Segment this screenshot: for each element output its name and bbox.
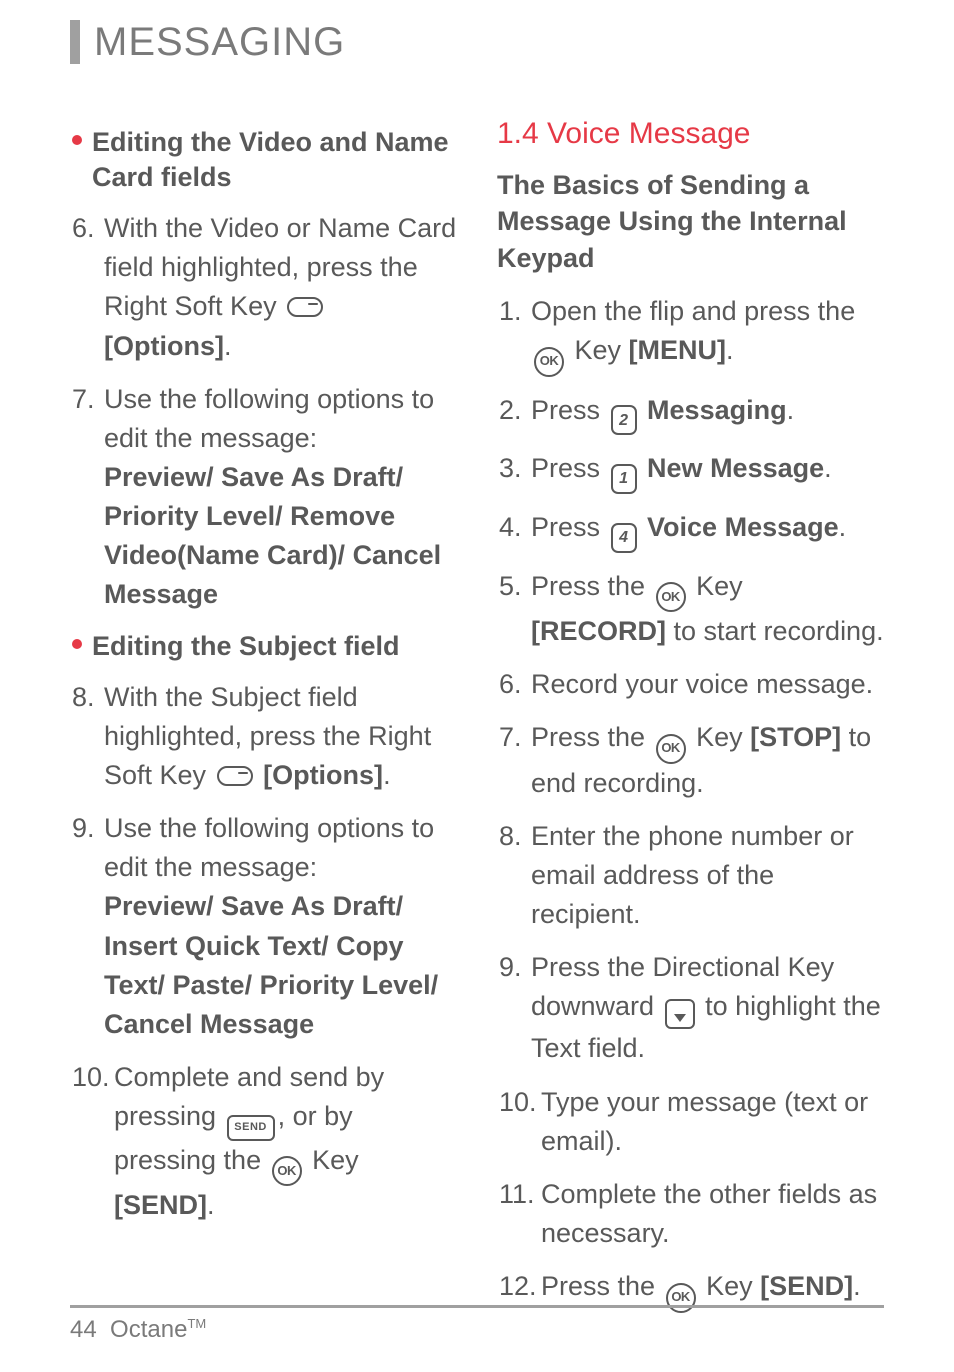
rstep-11: 11. Complete the other fields as necessa… [499, 1175, 884, 1253]
step-body: Press the OK Key [RECORD] to start recor… [531, 567, 884, 652]
step-body: Press 1 New Message. [531, 449, 884, 494]
trademark: TM [187, 1316, 206, 1331]
step-number: 9. [499, 948, 531, 1068]
step-body: Type your message (text or email). [541, 1083, 884, 1161]
bullet-dot-icon [72, 135, 82, 145]
step-body: Open the flip and press the OK Key [MENU… [531, 292, 884, 377]
bullet-text: Editing the Video and Name Card fields [92, 125, 457, 195]
rstep-2: 2. Press 2 Messaging. [499, 391, 884, 436]
ok-key-icon: OK [656, 582, 686, 612]
step-number: 8. [499, 817, 531, 934]
rstep-3: 3. Press 1 New Message. [499, 449, 884, 494]
step-body: Press 4 Voice Message. [531, 508, 884, 553]
bullet-heading-video-name: Editing the Video and Name Card fields [72, 125, 457, 195]
rstep-8: 8. Enter the phone number or email addre… [499, 817, 884, 934]
step-number: 11. [499, 1175, 541, 1253]
page: MESSAGING Editing the Video and Name Car… [0, 0, 954, 1372]
step-10: 10. Complete and send by pressing SEND, … [72, 1058, 457, 1226]
chapter-title: MESSAGING [94, 20, 884, 65]
ok-key-icon: OK [656, 734, 686, 764]
step-8: 8. With the Subject field highlighted, p… [72, 678, 457, 795]
footer-text: 44 OctaneTM [70, 1316, 206, 1344]
step-6: 6. With the Video or Name Card field hig… [72, 209, 457, 366]
footer-rule [70, 1305, 884, 1308]
step-9: 9. Use the following options to edit the… [72, 809, 457, 1044]
left-column: Editing the Video and Name Card fields 6… [70, 117, 457, 1327]
keypad-1-icon: 1 [611, 464, 637, 494]
rstep-6: 6. Record your voice message. [499, 665, 884, 704]
right-soft-key-icon [217, 766, 253, 786]
step-number: 1. [499, 292, 531, 377]
step-7: 7. Use the following options to edit the… [72, 380, 457, 615]
step-number: 6. [499, 665, 531, 704]
step-body: Use the following options to edit the me… [104, 809, 457, 1044]
step-body: Press the OK Key [STOP] to end recording… [531, 718, 884, 803]
section-heading: 1.4 Voice Message [497, 117, 884, 151]
step-number: 4. [499, 508, 531, 553]
section-subheading: The Basics of Sending a Message Using th… [497, 167, 884, 276]
right-soft-key-icon [287, 297, 323, 317]
ok-key-icon: OK [534, 347, 564, 377]
step-number: 6. [72, 209, 104, 366]
directional-down-icon [665, 999, 695, 1029]
rstep-5: 5. Press the OK Key [RECORD] to start re… [499, 567, 884, 652]
bullet-dot-icon [72, 639, 82, 649]
step-number: 2. [499, 391, 531, 436]
step-body: Press 2 Messaging. [531, 391, 884, 436]
rstep-9: 9. Press the Directional Key downward to… [499, 948, 884, 1068]
step-body: With the Subject field highlighted, pres… [104, 678, 457, 795]
right-column: 1.4 Voice Message The Basics of Sending … [497, 117, 884, 1327]
rstep-1: 1. Open the flip and press the OK Key [M… [499, 292, 884, 377]
step-number: 10. [499, 1083, 541, 1161]
step-body: Complete the other fields as necessary. [541, 1175, 884, 1253]
step-body: Complete and send by pressing SEND, or b… [114, 1058, 457, 1226]
two-column-layout: Editing the Video and Name Card fields 6… [70, 117, 884, 1327]
page-number: 44 [70, 1316, 97, 1343]
bullet-heading-subject: Editing the Subject field [72, 629, 457, 664]
step-body: Use the following options to edit the me… [104, 380, 457, 615]
keypad-4-icon: 4 [611, 523, 637, 553]
step-number: 10. [72, 1058, 114, 1226]
step-number: 9. [72, 809, 104, 1044]
step-body: Record your voice message. [531, 665, 884, 704]
step-number: 7. [72, 380, 104, 615]
chapter-side-bar [70, 20, 80, 64]
step-body: With the Video or Name Card field highli… [104, 209, 457, 366]
rstep-10: 10. Type your message (text or email). [499, 1083, 884, 1161]
keypad-2-icon: 2 [611, 405, 637, 435]
bullet-text: Editing the Subject field [92, 629, 400, 664]
rstep-7: 7. Press the OK Key [STOP] to end record… [499, 718, 884, 803]
rstep-4: 4. Press 4 Voice Message. [499, 508, 884, 553]
step-number: 7. [499, 718, 531, 803]
step-number: 5. [499, 567, 531, 652]
send-key-icon: SEND [227, 1115, 275, 1141]
step-number: 8. [72, 678, 104, 795]
ok-key-icon: OK [666, 1283, 696, 1313]
step-body: Enter the phone number or email address … [531, 817, 884, 934]
product-name: Octane [110, 1316, 187, 1343]
ok-key-icon: OK [272, 1156, 302, 1186]
step-body: Press the Directional Key downward to hi… [531, 948, 884, 1068]
step-number: 3. [499, 449, 531, 494]
